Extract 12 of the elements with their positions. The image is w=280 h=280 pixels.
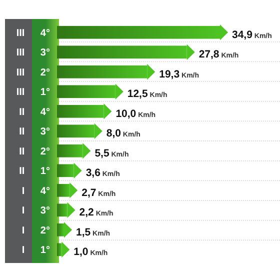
y-tick-label: III 2° — [16, 67, 50, 78]
y-tick-label: III 1° — [16, 87, 50, 98]
y-tick-label: III 4° — [16, 28, 50, 39]
y-tick-label: II 4° — [19, 106, 50, 118]
y-tick-label: I 2° — [22, 225, 50, 236]
y-tick-label: III 3° — [16, 48, 50, 59]
y-tick-label: II 2° — [19, 146, 50, 158]
y-tick-label: I 1° — [22, 245, 50, 256]
y-tick-label: II 1° — [19, 166, 50, 178]
y-tick-label: I 4° — [22, 186, 50, 197]
y-tick-label: I 3° — [22, 206, 50, 217]
y-tick-label: II 3° — [19, 126, 50, 138]
